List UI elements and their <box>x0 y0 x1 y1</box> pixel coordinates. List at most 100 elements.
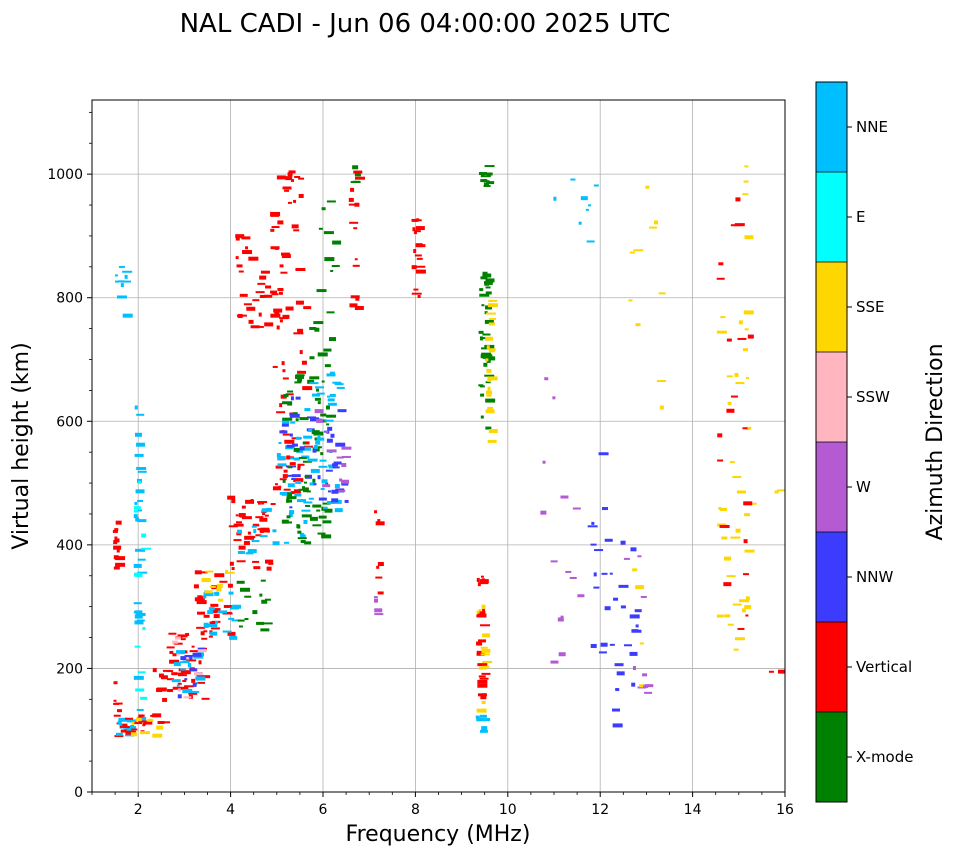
echo-mark <box>250 536 256 539</box>
echo-mark <box>284 189 290 192</box>
echo-mark <box>243 541 250 546</box>
echo-mark <box>476 577 480 582</box>
echo-mark <box>207 610 214 615</box>
echo-mark <box>275 465 283 469</box>
echo-mark <box>482 180 490 183</box>
echo-mark <box>354 305 364 310</box>
echo-mark <box>277 456 286 461</box>
echo-mark <box>489 317 497 320</box>
echo-mark <box>192 682 197 687</box>
echo-mark <box>236 560 246 563</box>
echo-mark <box>120 280 131 283</box>
echo-mark <box>287 483 295 488</box>
echo-mark <box>270 313 281 318</box>
x-tick-label: 4 <box>226 802 235 818</box>
echo-mark <box>238 545 246 550</box>
echo-mark <box>125 717 134 720</box>
echo-mark <box>485 305 493 310</box>
echo-mark <box>485 280 493 285</box>
echo-mark <box>609 643 615 646</box>
echo-mark <box>262 508 267 511</box>
echo-mark <box>744 549 755 553</box>
echo-mark <box>259 294 266 298</box>
echo-mark <box>485 358 489 362</box>
echo-mark <box>291 478 296 481</box>
echo-mark <box>272 529 277 533</box>
echo-mark <box>295 300 304 305</box>
echo-mark <box>113 566 120 570</box>
echo-mark <box>133 675 144 680</box>
echo-mark <box>244 535 255 540</box>
echo-mark <box>135 688 145 692</box>
echo-mark <box>730 395 738 398</box>
echo-mark <box>412 227 416 232</box>
echo-mark <box>317 352 328 357</box>
echo-mark <box>176 672 185 675</box>
echo-mark <box>336 386 345 389</box>
echo-mark <box>352 165 359 170</box>
y-tick-label: 1000 <box>47 167 83 183</box>
echo-mark <box>279 319 283 323</box>
echo-mark <box>308 497 314 500</box>
echo-mark <box>176 653 180 656</box>
echo-mark <box>635 323 641 327</box>
echo-mark <box>299 446 305 451</box>
echo-mark <box>294 493 302 497</box>
echo-mark <box>727 623 734 626</box>
echo-mark <box>631 629 642 633</box>
y-tick-label: 400 <box>56 538 83 554</box>
echo-mark <box>196 626 206 629</box>
echo-mark <box>732 475 742 478</box>
colorbar-segment <box>816 262 847 352</box>
echo-mark <box>239 293 248 297</box>
echo-mark <box>201 637 208 640</box>
echo-mark <box>737 627 745 630</box>
echo-mark <box>313 445 318 450</box>
echo-mark <box>735 382 745 385</box>
echo-mark <box>486 181 495 185</box>
echo-mark <box>289 462 296 466</box>
echo-mark <box>209 621 216 626</box>
echo-mark <box>312 504 322 508</box>
echo-mark <box>598 651 607 654</box>
echo-mark <box>201 571 208 574</box>
echo-mark <box>279 264 284 268</box>
echo-mark <box>550 660 559 664</box>
echo-mark <box>261 502 265 505</box>
echo-mark <box>137 519 147 523</box>
echo-mark <box>135 612 146 616</box>
echo-mark <box>295 418 299 422</box>
echo-mark <box>256 325 264 328</box>
echo-mark <box>321 207 326 211</box>
echo-mark <box>130 724 135 727</box>
echo-mark <box>304 481 308 484</box>
echo-mark <box>114 735 124 738</box>
echo-mark <box>242 250 253 255</box>
echo-mark <box>287 466 293 469</box>
echo-mark <box>203 595 207 599</box>
echo-mark <box>258 312 262 317</box>
echo-mark <box>484 319 494 324</box>
echo-mark <box>293 457 300 461</box>
echo-mark <box>737 337 747 340</box>
echo-mark <box>417 295 421 299</box>
echo-mark <box>198 660 202 665</box>
echo-mark <box>270 290 278 294</box>
echo-mark <box>131 728 138 731</box>
echo-mark <box>308 428 313 432</box>
echo-mark <box>253 566 261 570</box>
echo-mark <box>136 413 145 416</box>
echo-mark <box>324 419 334 422</box>
echo-mark <box>744 328 749 331</box>
echo-mark <box>250 325 260 329</box>
echo-mark <box>312 447 320 452</box>
echo-mark <box>719 524 730 528</box>
echo-mark <box>213 614 220 619</box>
echo-mark <box>191 645 195 648</box>
echo-mark <box>629 614 640 619</box>
echo-mark <box>236 264 243 268</box>
echo-mark <box>591 521 595 525</box>
echo-mark <box>118 717 128 722</box>
echo-mark <box>137 509 142 512</box>
echo-mark <box>180 638 186 641</box>
